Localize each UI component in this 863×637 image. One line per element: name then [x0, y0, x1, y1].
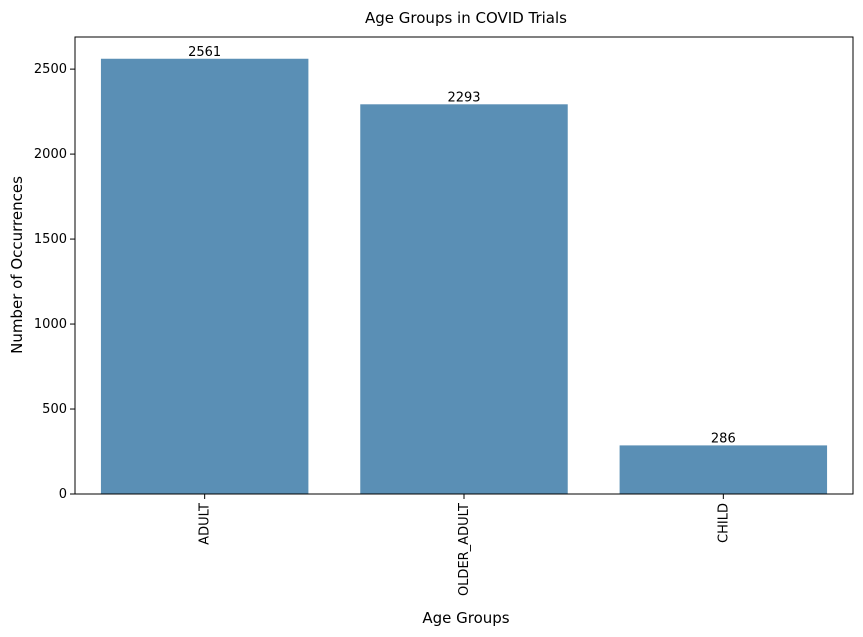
- bar: [619, 445, 828, 494]
- y-axis-label: Number of Occurrences: [8, 176, 26, 354]
- bar-value-label: 2293: [447, 90, 480, 105]
- bar-value-label: 2561: [188, 45, 221, 60]
- y-tick-label: 2500: [34, 62, 67, 77]
- y-tick-label: 500: [42, 402, 67, 417]
- bar-value-label: 286: [711, 431, 736, 446]
- plot-area: 0 500 1000 1500 2000 2500 2561 ADULT 2293 OLDER_A…: [34, 45, 828, 596]
- chart-title: Age Groups in COVID Trials: [365, 9, 567, 27]
- bar: [360, 104, 568, 495]
- x-tick-label: ADULT: [198, 503, 213, 545]
- x-tick-label: CHILD: [716, 503, 731, 543]
- x-axis-label: Age Groups: [422, 609, 509, 627]
- y-tick-label: 0: [59, 487, 67, 502]
- bar: [100, 58, 309, 494]
- plot-frame: [74, 36, 854, 495]
- y-tick-label: 2000: [34, 147, 67, 162]
- y-tick-label: 1000: [34, 317, 67, 332]
- x-tick-label: OLDER_ADULT: [457, 503, 472, 596]
- y-tick-label: 1500: [34, 232, 67, 247]
